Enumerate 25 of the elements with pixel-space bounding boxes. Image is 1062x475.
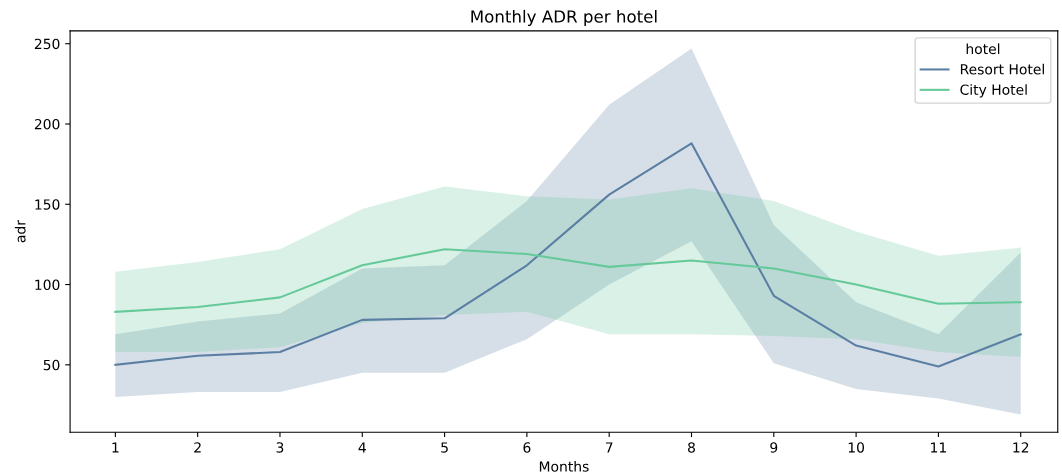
x-axis-title: Months xyxy=(539,460,589,472)
y-tick-label: 50 xyxy=(43,359,60,371)
x-tick-label: 12 xyxy=(1013,442,1029,453)
y-axis-title: adr xyxy=(14,220,26,243)
legend-title: hotel xyxy=(966,43,1000,55)
x-tick-label: 3 xyxy=(276,442,284,453)
x-tick-label: 1 xyxy=(112,442,119,453)
y-tick-label: 200 xyxy=(34,118,60,130)
y-tick-label: 150 xyxy=(35,199,60,210)
x-tick-label: 8 xyxy=(688,442,695,453)
legend-label: City Hotel xyxy=(960,84,1027,98)
y-tick-label: 100 xyxy=(35,279,60,291)
line-series xyxy=(114,248,1022,313)
y-tick-label: 250 xyxy=(34,38,60,50)
x-tick-label: 2 xyxy=(194,442,201,453)
x-tick-label: 9 xyxy=(770,442,778,453)
chart-title: Monthly ADR per hotel xyxy=(471,9,657,27)
line-series xyxy=(114,142,1022,368)
x-tick-label: 11 xyxy=(931,442,946,453)
x-tick-label: 7 xyxy=(605,442,613,453)
x-tick-label: 4 xyxy=(358,442,366,453)
x-tick-label: 6 xyxy=(523,442,531,453)
legend-label: Resort Hotel xyxy=(960,63,1044,75)
x-tick-label: 10 xyxy=(848,442,865,453)
x-tick-label: 5 xyxy=(441,442,448,453)
